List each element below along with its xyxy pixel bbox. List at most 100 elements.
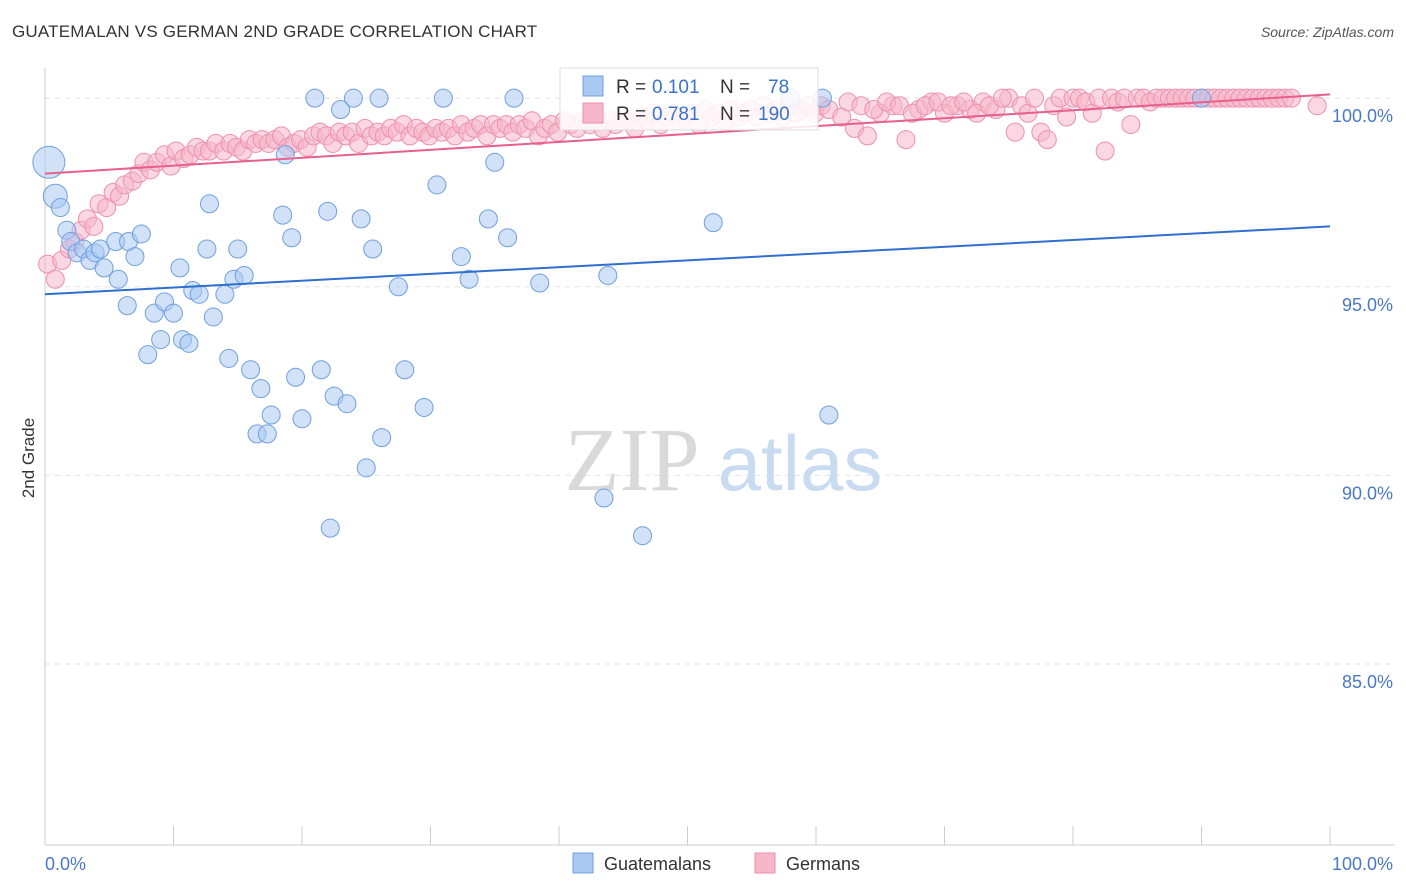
guatemalans-point	[261, 405, 281, 425]
guatemalans-point	[197, 239, 217, 259]
stats-swatch-guatemalans	[582, 75, 604, 97]
stats-r-label: R =	[616, 77, 646, 98]
watermark-zip: ZIP	[565, 411, 700, 510]
watermark-atlas: atlas	[718, 419, 883, 507]
stats-n-guatemalans: 78	[768, 77, 789, 98]
stats-n-germans: 190	[758, 104, 790, 125]
guatemalans-point	[594, 488, 614, 508]
guatemalans-trend-line	[44, 225, 1331, 296]
guatemalans-point	[151, 330, 171, 350]
germans-point	[954, 92, 974, 112]
guatemalans-point	[451, 247, 471, 267]
guatemalans-point	[427, 175, 447, 195]
x-tick-labels: 0.0% 100.0%	[45, 854, 1393, 874]
guatemalans-point	[498, 228, 518, 248]
guatemalans-point	[598, 265, 618, 285]
guatemalans-point	[485, 152, 505, 172]
y-tick-label: 90.0%	[1342, 483, 1393, 503]
y-tick-label: 85.0%	[1342, 672, 1393, 692]
guatemalans-point	[372, 428, 392, 448]
guatemalans-point	[94, 258, 114, 278]
germans-point	[992, 88, 1012, 108]
germans-point	[1005, 122, 1025, 142]
y-tick-labels: 100.0% 95.0% 90.0% 85.0%	[1332, 106, 1393, 692]
germans-point	[1307, 96, 1327, 116]
guatemalans-point	[530, 273, 550, 293]
guatemalans-point	[32, 145, 66, 179]
germans-point	[45, 269, 65, 289]
legend-swatch-germans	[754, 852, 776, 874]
guatemalans-point	[478, 209, 498, 229]
guatemalans-point	[273, 205, 293, 225]
guatemalans-point	[203, 307, 223, 327]
legend-label-guatemalans: Guatemalans	[604, 854, 711, 874]
guatemalans-point	[286, 367, 306, 387]
guatemalans-point	[311, 360, 331, 380]
germans-point	[1057, 107, 1077, 127]
guatemalans-point	[305, 88, 325, 108]
germans-point	[1024, 88, 1044, 108]
trend-lines	[44, 93, 1331, 296]
x-tick-label-min: 0.0%	[45, 854, 86, 874]
guatemalans-point	[50, 198, 70, 218]
y-tick-label: 95.0%	[1342, 295, 1393, 315]
guatemalans-point	[819, 405, 839, 425]
guatemalans-point	[703, 213, 723, 233]
guatemalans-point	[90, 239, 110, 259]
guatemalans-point	[388, 277, 408, 297]
germans-point	[1037, 130, 1057, 150]
guatemalans-point	[320, 518, 340, 538]
guatemalans-point	[189, 284, 209, 304]
guatemalans-point	[131, 224, 151, 244]
guatemalans-point	[241, 360, 261, 380]
guatemalans-point	[199, 194, 219, 214]
guatemalans-point	[257, 424, 277, 444]
guatemalans-point	[170, 258, 190, 278]
gridlines	[45, 97, 1395, 665]
guatemalans-point	[108, 269, 128, 289]
guatemalans-point	[179, 333, 199, 353]
guatemalans-point	[337, 394, 357, 414]
guatemalans-point	[351, 209, 371, 229]
guatemalans-points	[32, 88, 1211, 546]
guatemalans-point	[433, 88, 453, 108]
y-axis-label: 2nd Grade	[19, 418, 38, 498]
stats-n-label: N =	[720, 104, 750, 125]
guatemalans-point	[331, 99, 351, 119]
guatemalans-point	[282, 228, 302, 248]
stats-legend: R = 0.101 N = 78 R = 0.781 N = 190	[559, 67, 819, 131]
guatemalans-point	[318, 201, 338, 221]
x-tick-label-max: 100.0%	[1332, 854, 1393, 874]
germans-point	[896, 130, 916, 150]
bottom-legend: Guatemalans Germans	[572, 852, 860, 874]
guatemalans-point	[459, 269, 479, 289]
guatemalans-point	[1192, 88, 1211, 108]
germans-point	[1095, 141, 1115, 161]
stats-r-label: R =	[616, 104, 646, 125]
guatemalans-point	[414, 397, 434, 417]
guatemalans-point	[504, 88, 524, 108]
guatemalans-point	[343, 88, 363, 108]
stats-r-guatemalans: 0.101	[652, 77, 700, 98]
watermark: ZIP atlas	[565, 411, 883, 510]
guatemalans-point	[164, 303, 183, 323]
guatemalans-point	[633, 526, 653, 546]
germans-point	[1121, 115, 1141, 135]
guatemalans-point	[363, 239, 383, 259]
stats-r-germans: 0.781	[652, 104, 700, 125]
guatemalans-point	[369, 88, 389, 108]
guatemalans-point	[292, 409, 312, 429]
guatemalans-point	[395, 360, 415, 380]
chart-title: GUATEMALAN VS GERMAN 2ND GRADE CORRELATI…	[12, 22, 538, 41]
y-tick-label: 100.0%	[1332, 106, 1393, 126]
guatemalans-point	[234, 265, 254, 285]
legend-label-germans: Germans	[786, 854, 860, 874]
germans-point	[1281, 88, 1301, 108]
guatemalans-point	[251, 379, 271, 399]
guatemalans-point	[275, 145, 295, 165]
germans-trend-line	[44, 93, 1331, 175]
germans-point	[857, 126, 877, 146]
stats-n-label: N =	[720, 77, 750, 98]
guatemalans-point	[219, 348, 239, 368]
